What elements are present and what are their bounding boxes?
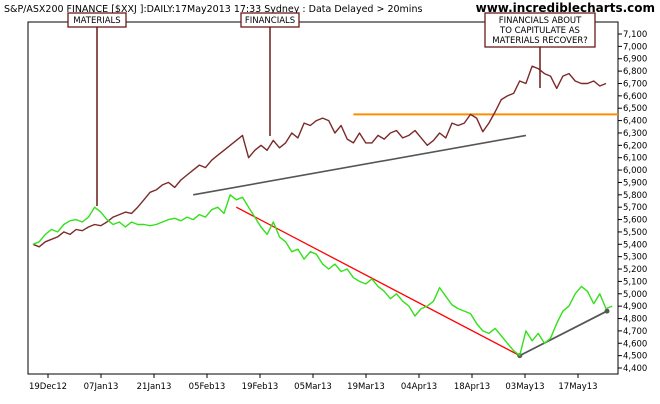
x-tick-label: 19Mar13	[347, 382, 385, 392]
materials-callout-text: MATERIALS	[73, 16, 120, 26]
y-tick-label: 6,400	[623, 117, 647, 127]
reference-lines	[193, 113, 618, 359]
materials-uptrend-line	[519, 310, 608, 357]
y-tick-label: 4,900	[623, 302, 647, 312]
x-tick-label: 18Apr13	[454, 382, 490, 392]
trendline-end-point	[604, 308, 610, 314]
x-tick-label: 21Jan13	[137, 382, 172, 392]
y-tick-label: 6,600	[623, 92, 647, 102]
x-tick-label: 05Feb13	[189, 382, 226, 392]
financials-uptrend-line	[193, 134, 527, 196]
y-tick-label: 6,000	[623, 166, 647, 176]
materials-downtrend-line	[236, 206, 521, 357]
x-tick-label: 17May13	[558, 382, 597, 392]
x-tick-label: 19Feb13	[242, 382, 279, 392]
y-tick-label: 7,000	[623, 42, 647, 52]
capitulate-callout-text: TO CAPITULATE AS	[499, 26, 580, 36]
financials-callout-text: FINANCIALS	[245, 16, 295, 26]
x-tick-label: 19Dec12	[29, 382, 67, 392]
y-axis: 4,400 4,500 4,600 4,700 4,800 4,900 5,000 5,100…	[618, 30, 647, 374]
y-tick-label: 5,900	[623, 178, 647, 188]
capitulate-callout-box	[484, 12, 596, 48]
plot-frame	[27, 21, 619, 375]
y-tick-label: 6,800	[623, 67, 647, 77]
financials-callout-box	[240, 12, 300, 28]
y-tick-label: 6,300	[623, 129, 647, 139]
y-tick-label: 5,300	[623, 253, 647, 263]
y-tick-label: 7,100	[623, 30, 647, 40]
materials-series-line	[32, 194, 613, 357]
x-tick-label: 03May13	[505, 382, 544, 392]
financials-series-line	[32, 65, 607, 248]
watermark-text: www.incrediblecharts.com	[476, 1, 655, 15]
y-tick-label: 5,400	[623, 240, 647, 250]
y-tick-label: 4,400	[623, 364, 647, 374]
x-tick-label: 07Jan13	[84, 382, 119, 392]
y-tick-label: 5,800	[623, 191, 647, 201]
y-tick-label: 6,700	[623, 79, 647, 89]
capitulate-callout-text: FINANCIALS ABOUT	[499, 16, 582, 26]
y-tick-label: 5,200	[623, 265, 647, 275]
y-tick-label: 6,200	[623, 141, 647, 151]
x-axis: 19Dec12 07Jan13 21Jan13 05Feb13 19Feb13 05Mar…	[29, 374, 598, 392]
chart-title: S&P/ASX200 FINANCE [$XXJ ]:DAILY:17May20…	[4, 4, 422, 15]
y-tick-label: 6,100	[623, 154, 647, 164]
y-tick-label: 5,000	[623, 290, 647, 300]
series-layer	[32, 65, 613, 357]
y-tick-label: 5,600	[623, 216, 647, 226]
capitulate-callout-text: MATERIALS RECOVER?	[492, 36, 587, 46]
x-tick-label: 04Apr13	[401, 382, 437, 392]
materials-callout-box	[67, 12, 127, 28]
y-tick-label: 5,100	[623, 277, 647, 287]
y-tick-label: 4,500	[623, 352, 647, 362]
y-tick-label: 4,600	[623, 339, 647, 349]
y-tick-label: 4,800	[623, 315, 647, 325]
y-tick-label: 6,900	[623, 55, 647, 65]
y-tick-label: 6,500	[623, 104, 647, 114]
y-tick-label: 5,700	[623, 203, 647, 213]
y-tick-label: 5,500	[623, 228, 647, 238]
x-tick-label: 05Mar13	[294, 382, 332, 392]
y-tick-label: 4,700	[623, 327, 647, 337]
